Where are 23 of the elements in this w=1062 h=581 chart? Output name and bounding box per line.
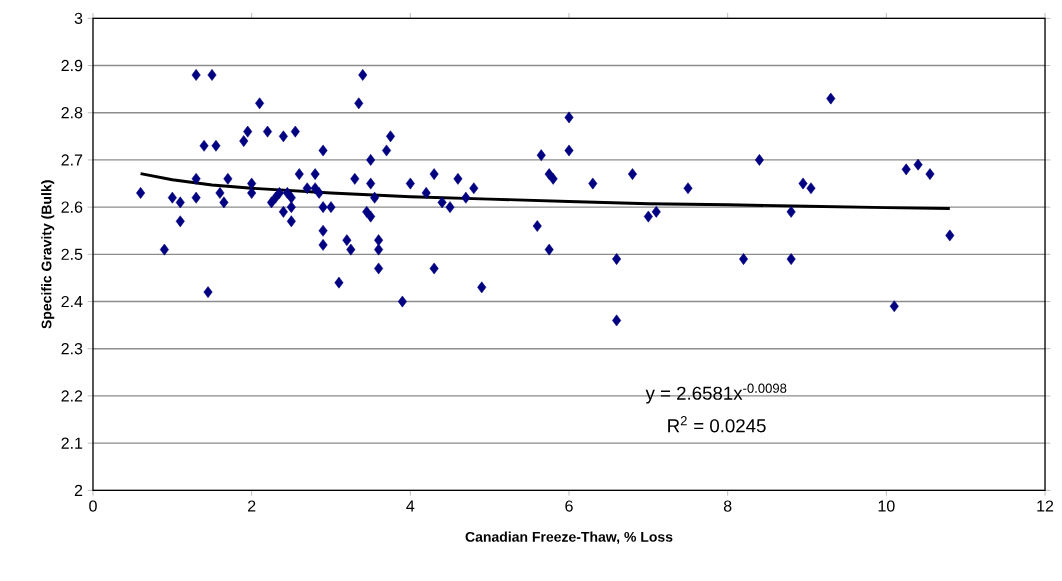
- x-tick-label: 2: [248, 500, 256, 512]
- line-series: [139, 172, 952, 211]
- y-tick-label: 2.7: [61, 154, 83, 166]
- annotation: y = 2.6581x$^{-0.0098}$: [645, 383, 787, 404]
- y-tick-label: 2.3: [61, 343, 83, 355]
- y-tick-label: 2: [74, 484, 83, 496]
- x-tick-label: 12: [1037, 500, 1054, 512]
- x-axis-title: Canadian Freeze-Thaw, % Loss: [465, 531, 673, 544]
- y-tick-label: 2.8: [61, 107, 83, 119]
- y-tick-label: 2.2: [61, 390, 83, 402]
- y-tick-label: 2.6: [61, 201, 83, 213]
- y-tick-label: 2.4: [61, 295, 83, 308]
- y-tick-label: 2.9: [61, 59, 83, 72]
- annotation: R$^{2}$ = 0.0245: [668, 416, 766, 433]
- y-tick-label: 3: [74, 12, 83, 24]
- y-tick-label: 2.5: [61, 248, 83, 260]
- x-tick-label: 0: [89, 500, 97, 512]
- x-tick-label: 8: [723, 500, 732, 512]
- y-tick-label: 2.1: [61, 437, 83, 449]
- x-tick-label: 4: [406, 500, 415, 512]
- x-tick-label: 10: [878, 500, 895, 512]
- x-tick-label: 6: [565, 500, 573, 512]
- y-axis-title: Specific Gravity (Bulk): [41, 180, 55, 329]
